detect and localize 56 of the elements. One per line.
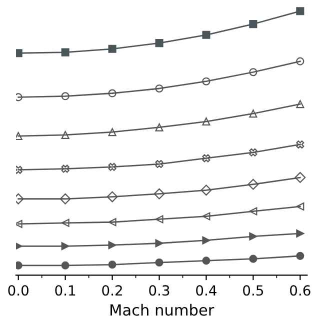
point xyxy=(155,258,164,267)
point xyxy=(155,84,164,93)
point xyxy=(61,130,70,139)
point xyxy=(155,39,164,48)
point xyxy=(249,68,258,76)
point xyxy=(294,172,306,183)
point xyxy=(61,92,70,100)
point xyxy=(61,48,70,56)
point xyxy=(60,193,71,204)
x-tick-label: 0.0 xyxy=(8,285,28,296)
point xyxy=(155,160,164,168)
point xyxy=(296,7,304,16)
point xyxy=(108,218,116,226)
point xyxy=(108,260,116,269)
point xyxy=(249,232,258,240)
point xyxy=(61,218,70,227)
point xyxy=(106,191,118,202)
point xyxy=(61,242,70,250)
x-tick-label: 0.1 xyxy=(55,285,76,296)
point xyxy=(108,44,116,53)
point xyxy=(202,256,210,265)
point xyxy=(200,184,212,196)
point xyxy=(202,154,210,162)
point xyxy=(296,57,304,66)
point xyxy=(249,207,258,216)
point xyxy=(296,100,304,108)
point xyxy=(155,123,164,132)
point xyxy=(108,128,116,136)
point xyxy=(249,20,258,28)
point xyxy=(202,77,210,86)
point xyxy=(249,254,258,263)
point xyxy=(296,229,304,238)
point xyxy=(61,164,70,173)
x-tick-label: 0.3 xyxy=(149,285,170,296)
point xyxy=(296,140,304,149)
point xyxy=(155,215,164,224)
point xyxy=(154,188,165,200)
point xyxy=(108,89,116,98)
point xyxy=(108,241,116,250)
point xyxy=(296,252,304,260)
x-tick-label: 0.6 xyxy=(290,285,310,296)
point xyxy=(108,162,116,171)
point xyxy=(202,212,210,220)
x-tick-label: 0.5 xyxy=(243,285,264,296)
point xyxy=(248,178,259,190)
x-tick-label: 0.2 xyxy=(102,285,122,296)
point xyxy=(202,117,210,126)
point xyxy=(202,30,210,39)
point xyxy=(202,236,210,244)
point xyxy=(249,110,258,118)
point xyxy=(61,261,70,270)
point xyxy=(155,239,164,248)
x-tick-label: 0.4 xyxy=(196,285,216,296)
x-axis-title: Mach number xyxy=(110,304,214,316)
point xyxy=(296,202,304,211)
point xyxy=(249,148,258,156)
